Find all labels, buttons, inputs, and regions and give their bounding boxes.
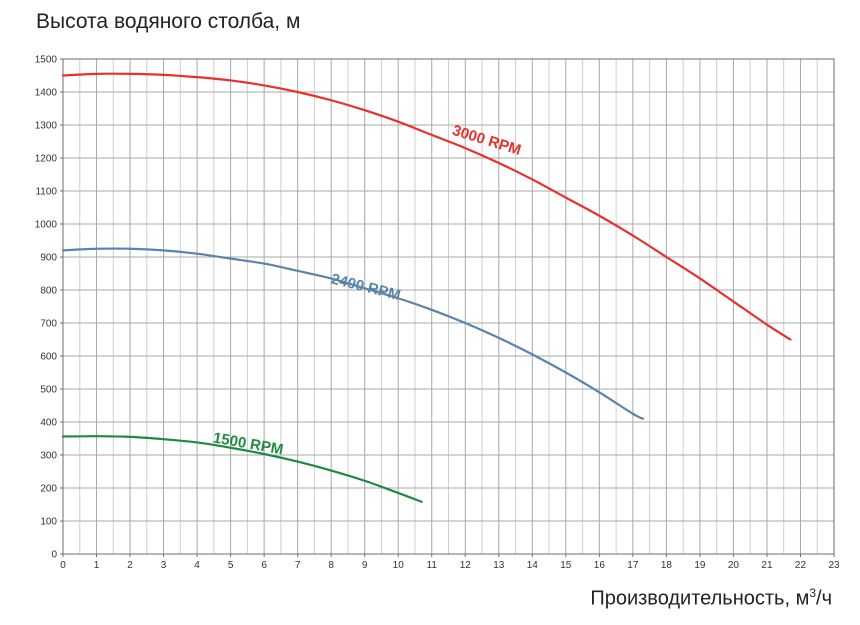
x-tick-label: 11: [427, 560, 438, 571]
y-tick-label: 1000: [35, 220, 58, 231]
y-tick-label: 1500: [35, 55, 58, 66]
x-tick-label: 7: [295, 560, 301, 571]
x-tick-label: 22: [795, 560, 807, 571]
y-tick-label: 200: [40, 484, 57, 495]
y-tick-label: 700: [40, 319, 57, 330]
x-tick-label: 18: [661, 560, 673, 571]
x-tick-label: 13: [493, 560, 505, 571]
x-tick-label: 6: [261, 560, 267, 571]
y-tick-label: 500: [40, 385, 57, 396]
x-tick-label: 3: [161, 560, 167, 571]
x-axis-title-sup: 3: [809, 586, 817, 600]
y-tick-label: 400: [40, 418, 57, 429]
x-tick-label: 5: [228, 560, 234, 571]
x-tick-label: 2: [127, 560, 133, 571]
x-tick-label: 9: [362, 560, 368, 571]
y-tick-label: 1100: [35, 187, 57, 198]
y-tick-label: 1200: [35, 154, 58, 165]
series-line-2: [61, 435, 423, 503]
x-axis-title-main: Производительность, м: [590, 587, 810, 610]
x-tick-label: 0: [60, 560, 66, 571]
x-tick-label: 8: [328, 560, 334, 571]
x-axis-title-tail: /ч: [816, 587, 832, 610]
series-line-0: [61, 72, 792, 341]
x-tick-label: 21: [761, 560, 773, 571]
y-tick-label: 300: [40, 451, 57, 462]
y-tick-label: 800: [40, 286, 57, 297]
x-tick-label: 16: [594, 560, 606, 571]
y-tick-label: 1400: [35, 88, 58, 99]
x-tick-label: 17: [627, 560, 639, 571]
y-tick-label: 0: [51, 550, 57, 561]
x-tick-label: 23: [828, 560, 840, 571]
x-tick-label: 14: [527, 560, 539, 571]
plot-frame: [62, 58, 835, 555]
series-line-1: [61, 247, 645, 420]
y-tick-label: 1300: [35, 121, 58, 132]
x-tick-label: 12: [460, 560, 472, 571]
x-tick-label: 1: [94, 560, 100, 571]
y-tick-label: 900: [40, 253, 57, 264]
x-tick-label: 19: [694, 560, 706, 571]
x-axis-title: Производительность, м3/ч: [590, 586, 832, 611]
y-tick-label: 100: [40, 517, 57, 528]
x-tick-label: 20: [728, 560, 740, 571]
x-tick-label: 10: [393, 560, 405, 571]
y-tick-label: 600: [40, 352, 57, 363]
x-tick-label: 15: [560, 560, 572, 571]
x-tick-label: 4: [194, 560, 200, 571]
y-axis-title: Высота водяного столба, м: [36, 10, 301, 33]
